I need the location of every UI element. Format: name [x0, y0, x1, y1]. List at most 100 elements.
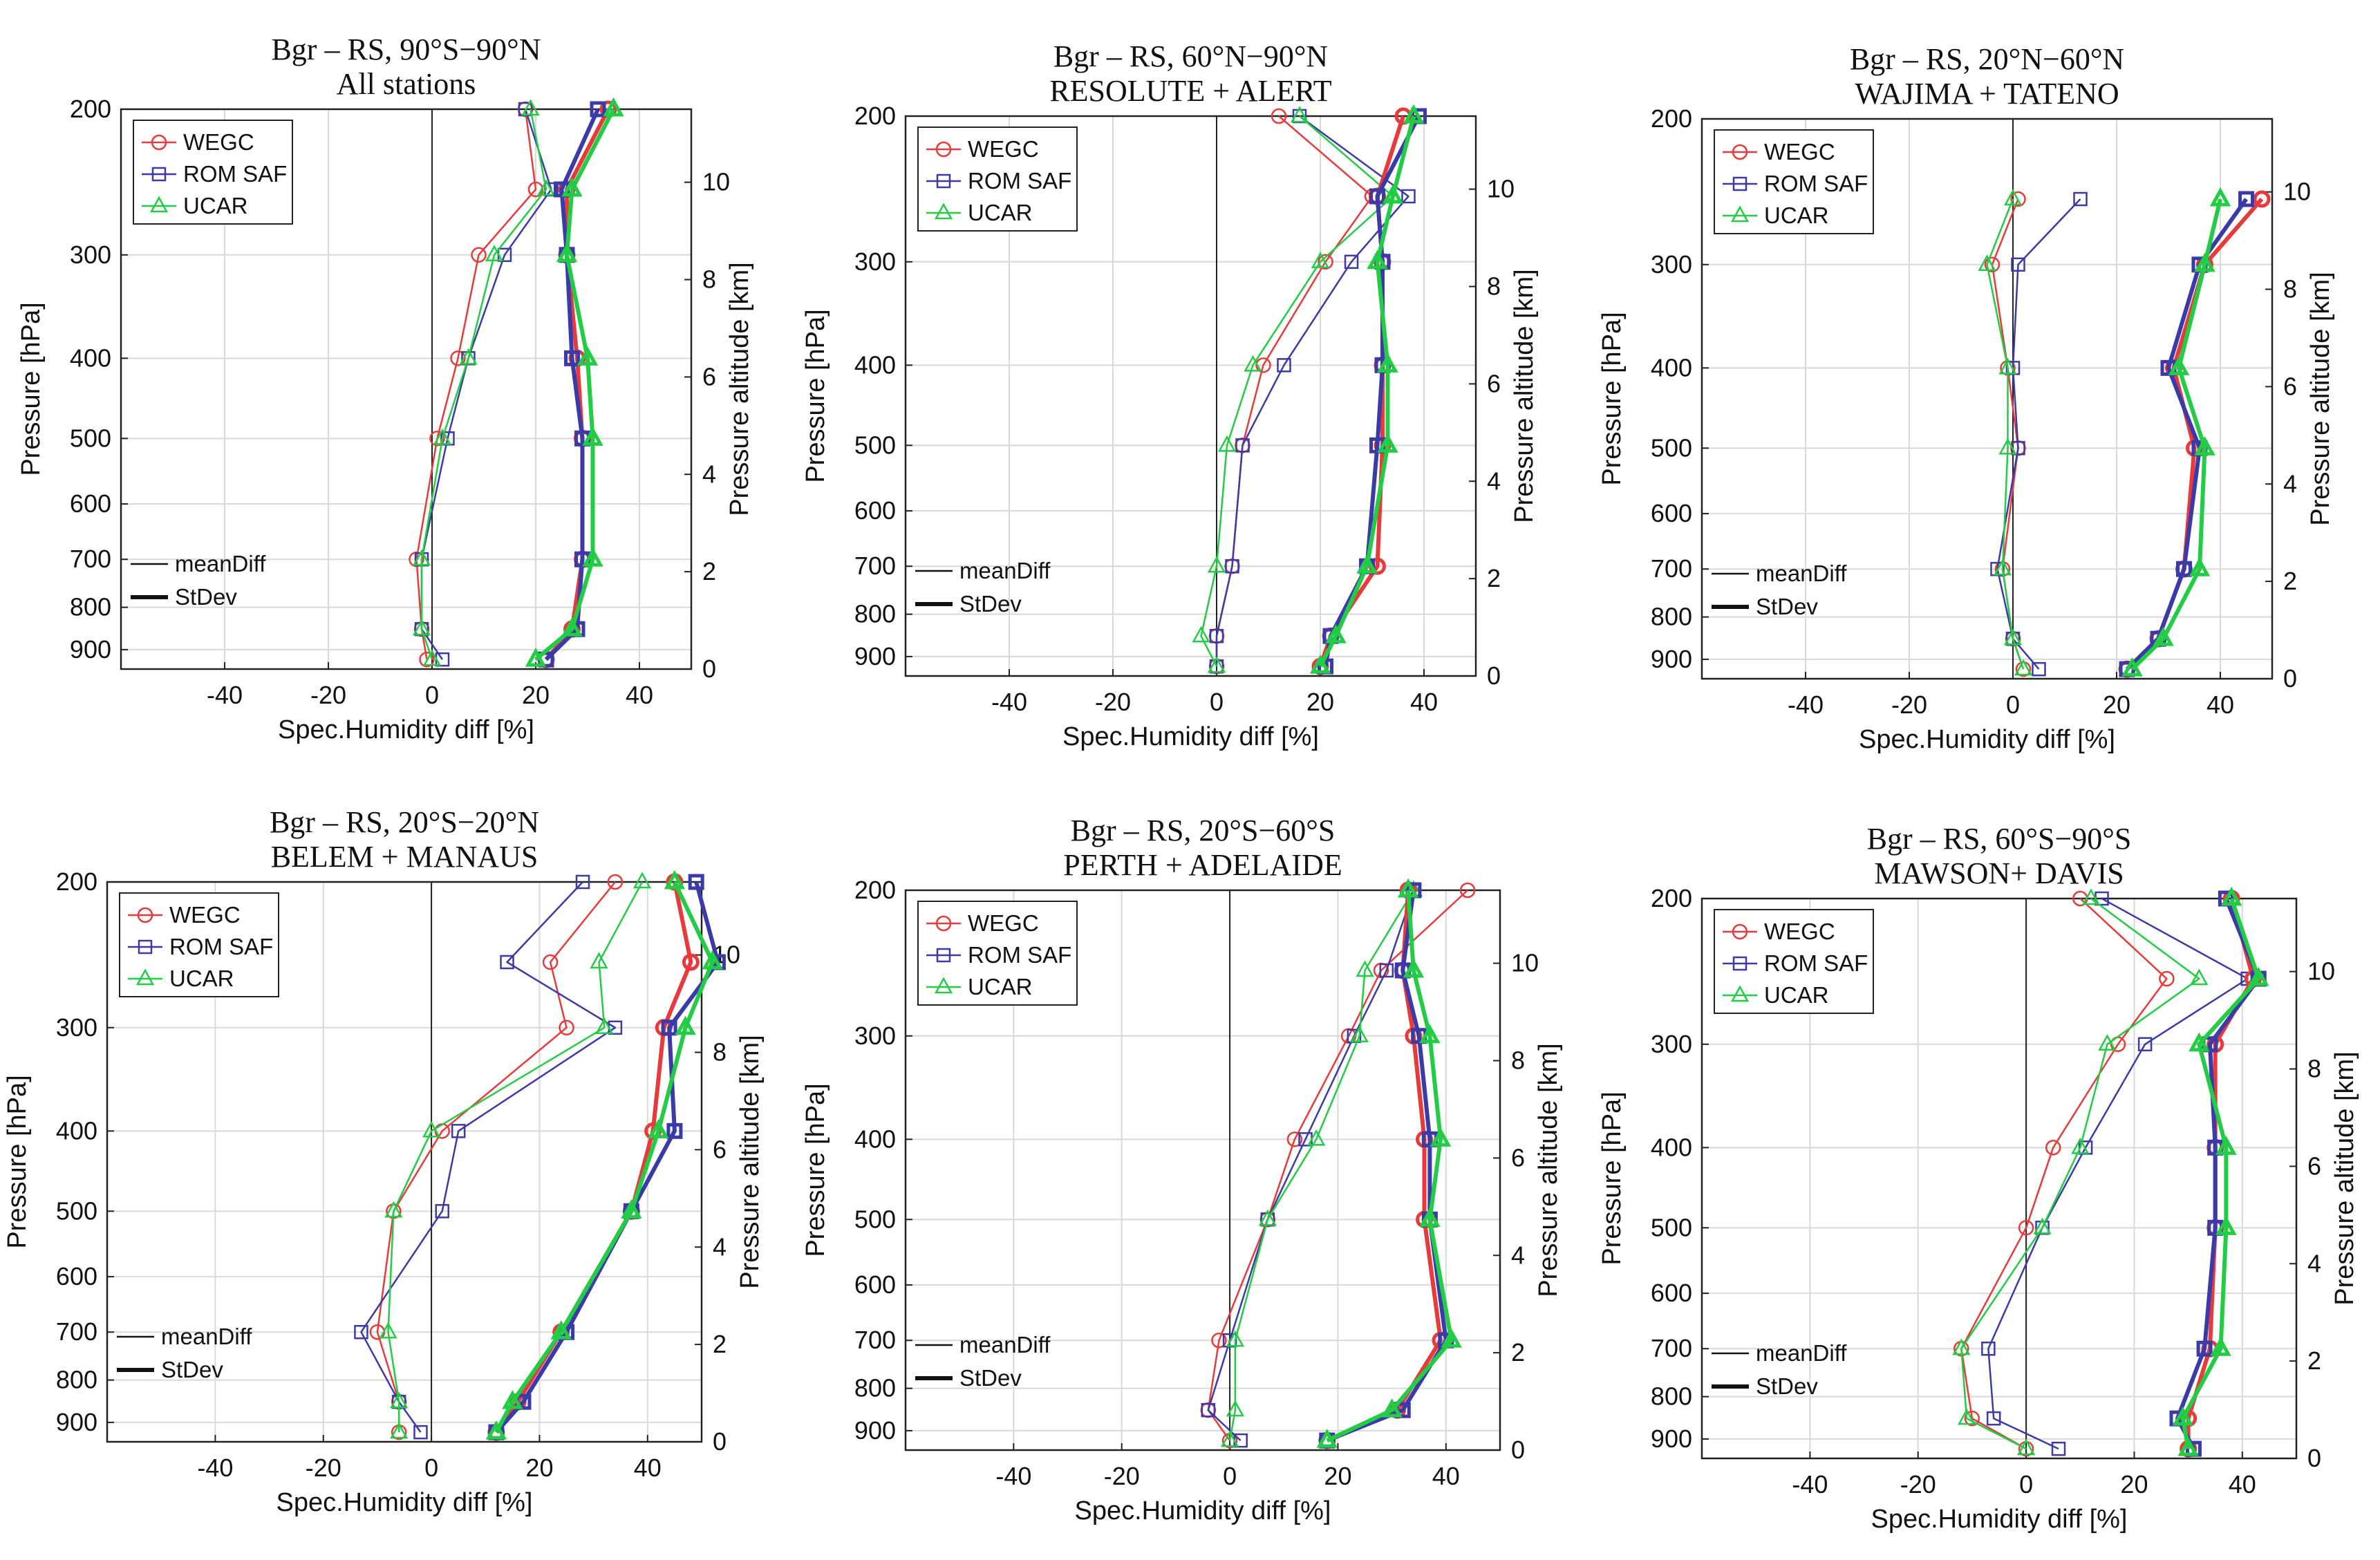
x-tick-label: 0 [2019, 1470, 2033, 1498]
x-tick-label: 0 [2006, 690, 2020, 719]
y-axis-label: Pressure [hPa] [1597, 312, 1627, 485]
legend-marker [137, 907, 153, 923]
data-point [561, 177, 583, 197]
alt-tick-label: 4 [702, 460, 716, 488]
data-point [422, 649, 442, 666]
chart-subtitle: PERTH + ADELAIDE [1063, 848, 1342, 882]
data-point [1207, 656, 1226, 673]
data-point [379, 1322, 397, 1339]
data-point [666, 1122, 683, 1139]
y-tick-label: 800 [70, 593, 111, 621]
legend: WEGC ROM SAF UCAR [133, 120, 293, 225]
y-tick-label: 500 [854, 1205, 896, 1233]
data-point [1311, 252, 1330, 269]
data-point [2215, 1216, 2237, 1235]
data-point [1226, 1400, 1245, 1417]
series-line [1986, 198, 2025, 670]
data-point [1367, 250, 1388, 270]
data-point [582, 547, 603, 567]
y-tick-label: 400 [1651, 1133, 1692, 1161]
alt-tick-label: 0 [2283, 664, 2297, 693]
data-point [1369, 188, 1385, 205]
x-tick-label: 40 [1432, 1462, 1460, 1490]
y-tick-label: 400 [1651, 353, 1692, 382]
y2-axis-label: Pressure altitude [km] [1510, 269, 1539, 523]
data-point [500, 955, 514, 970]
legend-marker [1730, 205, 1750, 223]
x-tick-label: 40 [2229, 1470, 2256, 1498]
data-point [1441, 1328, 1462, 1348]
legend-entry: UCAR [169, 966, 234, 991]
legend-marker [1730, 985, 1750, 1002]
data-point [1344, 254, 1359, 270]
data-point [1984, 256, 2000, 273]
data-point [1192, 626, 1210, 643]
style-entry: StDev [1756, 594, 1818, 619]
data-point [590, 101, 606, 118]
y-tick-label: 700 [1651, 1334, 1692, 1362]
legend-marker [1732, 956, 1747, 971]
y-tick-label: 300 [1651, 250, 1692, 279]
data-point [2018, 1220, 2034, 1236]
legend-marker [936, 948, 951, 963]
legend-entry: WEGC [968, 136, 1039, 162]
x-tick-label: 20 [2120, 1470, 2148, 1498]
data-point [1356, 960, 1374, 977]
data-point [1258, 1209, 1277, 1226]
data-point [1978, 254, 1996, 272]
data-point [1217, 435, 1237, 452]
data-point [2209, 187, 2231, 207]
style-legend: meanDiff StDev [1712, 1340, 1847, 1399]
x-tick-label: 20 [1306, 688, 1334, 716]
data-point [471, 247, 487, 263]
data-point [412, 549, 431, 566]
alt-tick-label: 2 [2283, 567, 2297, 595]
alt-tick-label: 0 [2307, 1444, 2321, 1472]
data-point [433, 428, 452, 445]
data-point [1381, 1398, 1403, 1418]
style-entry: meanDiff [175, 551, 266, 576]
legend-marker [934, 977, 953, 994]
data-point [2194, 252, 2215, 272]
series-line [1326, 890, 1454, 1442]
data-point [575, 874, 590, 890]
series-line [494, 881, 715, 1434]
legend-entry: ROM SAF [169, 934, 273, 959]
legend-marker [1732, 176, 1747, 191]
legend: WEGC ROM SAF UCAR [917, 901, 1078, 1006]
series-ucar-stdev [485, 870, 723, 1440]
data-point [2177, 1436, 2199, 1456]
data-point [2248, 966, 2269, 986]
y-tick-label: 900 [1651, 1425, 1692, 1453]
data-point [590, 952, 608, 969]
legend-entry: WEGC [968, 910, 1039, 936]
chart-title: Bgr – RS, 90°S−90°N [271, 32, 541, 66]
data-point [1379, 963, 1394, 978]
series-rom-saf-meandiff [1201, 883, 1421, 1448]
series-ucar-meandiff [1192, 106, 1403, 673]
alt-tick-label: 0 [702, 655, 716, 683]
legend-entry: WEGC [1764, 919, 1835, 944]
data-point [1998, 357, 2017, 375]
series-line [420, 109, 547, 660]
legend-entry: UCAR [1764, 203, 1829, 228]
data-point [1211, 1332, 1227, 1348]
x-tick-label: 40 [2206, 690, 2234, 719]
data-point [1277, 358, 1291, 373]
data-point [1290, 106, 1309, 123]
x-tick-label: 20 [525, 1454, 553, 1482]
y-tick-label: 700 [854, 552, 896, 580]
x-axis-label: Spec.Humidity diff [%] [1062, 722, 1319, 751]
series-ucar-stdev [2121, 187, 2231, 677]
data-point [2011, 257, 2025, 272]
alt-tick-label: 8 [1511, 1046, 1525, 1075]
data-point [2045, 1140, 2061, 1156]
y-tick-label: 500 [1651, 1213, 1692, 1241]
y-axis-label: Pressure [hPa] [17, 302, 46, 476]
data-point [2215, 1136, 2237, 1155]
y-tick-label: 500 [70, 424, 111, 452]
data-point [603, 97, 624, 117]
data-point [2010, 191, 2026, 207]
x-tick-label: -40 [1792, 1470, 1828, 1498]
